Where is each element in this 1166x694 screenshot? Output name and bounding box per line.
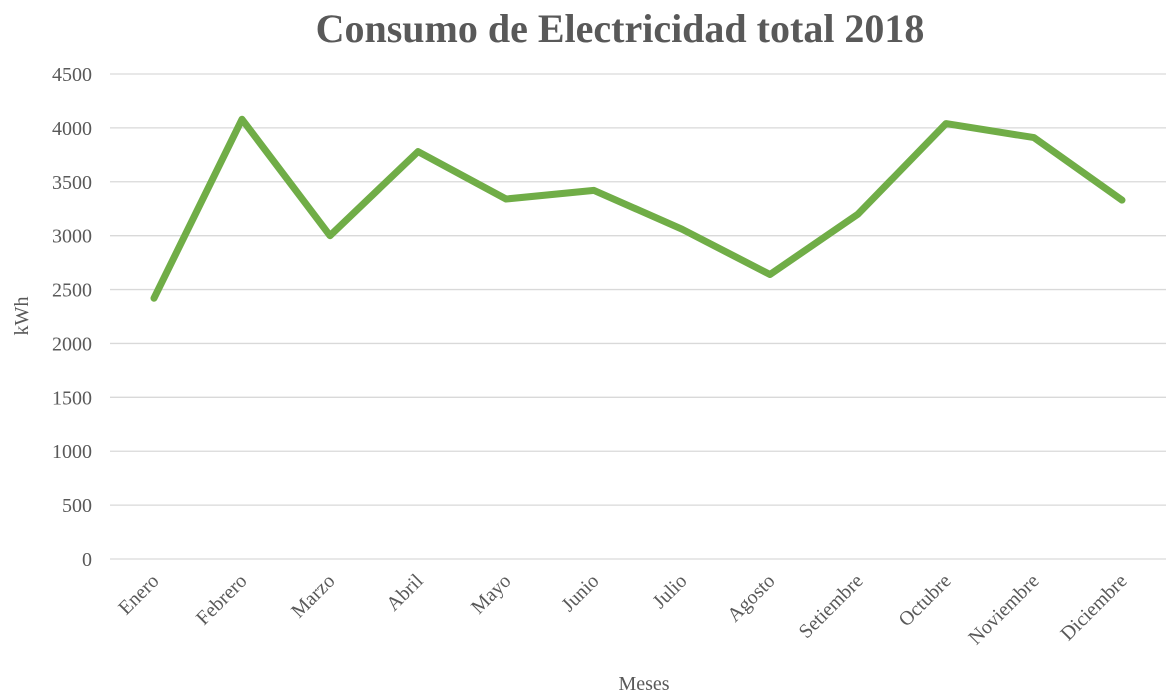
data-point bbox=[1119, 197, 1125, 204]
data-point bbox=[239, 116, 245, 123]
x-tick-label: Mayo bbox=[467, 570, 516, 619]
x-tick-label: Junio bbox=[557, 570, 603, 616]
y-tick-label: 1000 bbox=[52, 441, 92, 463]
data-point bbox=[767, 271, 773, 278]
data-point bbox=[855, 211, 861, 218]
data-point bbox=[679, 226, 685, 233]
gridlines bbox=[110, 73, 1166, 560]
y-axis-title: kWh bbox=[11, 297, 33, 336]
data-point bbox=[151, 295, 157, 302]
x-axis-title: Meses bbox=[618, 673, 669, 694]
y-tick-label: 500 bbox=[62, 495, 92, 517]
x-tick-label: Abril bbox=[382, 570, 428, 616]
data-point bbox=[503, 196, 509, 203]
y-tick-label: 0 bbox=[82, 549, 92, 571]
data-point bbox=[943, 120, 949, 127]
x-tick-label: Diciembre bbox=[1056, 570, 1131, 645]
x-tick-label: Marzo bbox=[287, 570, 339, 622]
x-tick-label: Octubre bbox=[894, 570, 955, 631]
data-point bbox=[591, 187, 597, 194]
x-tick-label: Setiembre bbox=[795, 570, 868, 643]
series-line bbox=[150, 115, 1126, 302]
y-tick-label: 2000 bbox=[52, 333, 92, 355]
chart-title: Consumo de Electricidad total 2018 bbox=[316, 6, 925, 51]
x-tick-label: Noviembre bbox=[964, 570, 1043, 649]
x-tick-label: Agosto bbox=[723, 570, 779, 626]
x-axis-tick-labels: Enero Febrero Marzo Abril Mayo Junio Julio Agos… bbox=[114, 570, 1131, 649]
y-tick-label: 2500 bbox=[52, 280, 92, 302]
x-tick-label: Julio bbox=[648, 570, 691, 613]
x-tick-label: Febrero bbox=[192, 570, 252, 630]
data-point bbox=[327, 232, 333, 239]
y-tick-label: 4000 bbox=[52, 118, 92, 140]
y-tick-label: 3500 bbox=[52, 172, 92, 194]
y-tick-label: 3000 bbox=[52, 226, 92, 248]
data-point bbox=[1031, 134, 1037, 141]
x-tick-label: Enero bbox=[114, 570, 163, 619]
y-tick-label: 4500 bbox=[52, 64, 92, 86]
data-point bbox=[415, 148, 421, 155]
series-layer bbox=[150, 115, 1126, 302]
y-tick-label: 1500 bbox=[52, 387, 92, 409]
y-axis-tick-labels: 0 500 1000 1500 2000 2500 3000 3500 4000 4500 bbox=[52, 64, 92, 571]
